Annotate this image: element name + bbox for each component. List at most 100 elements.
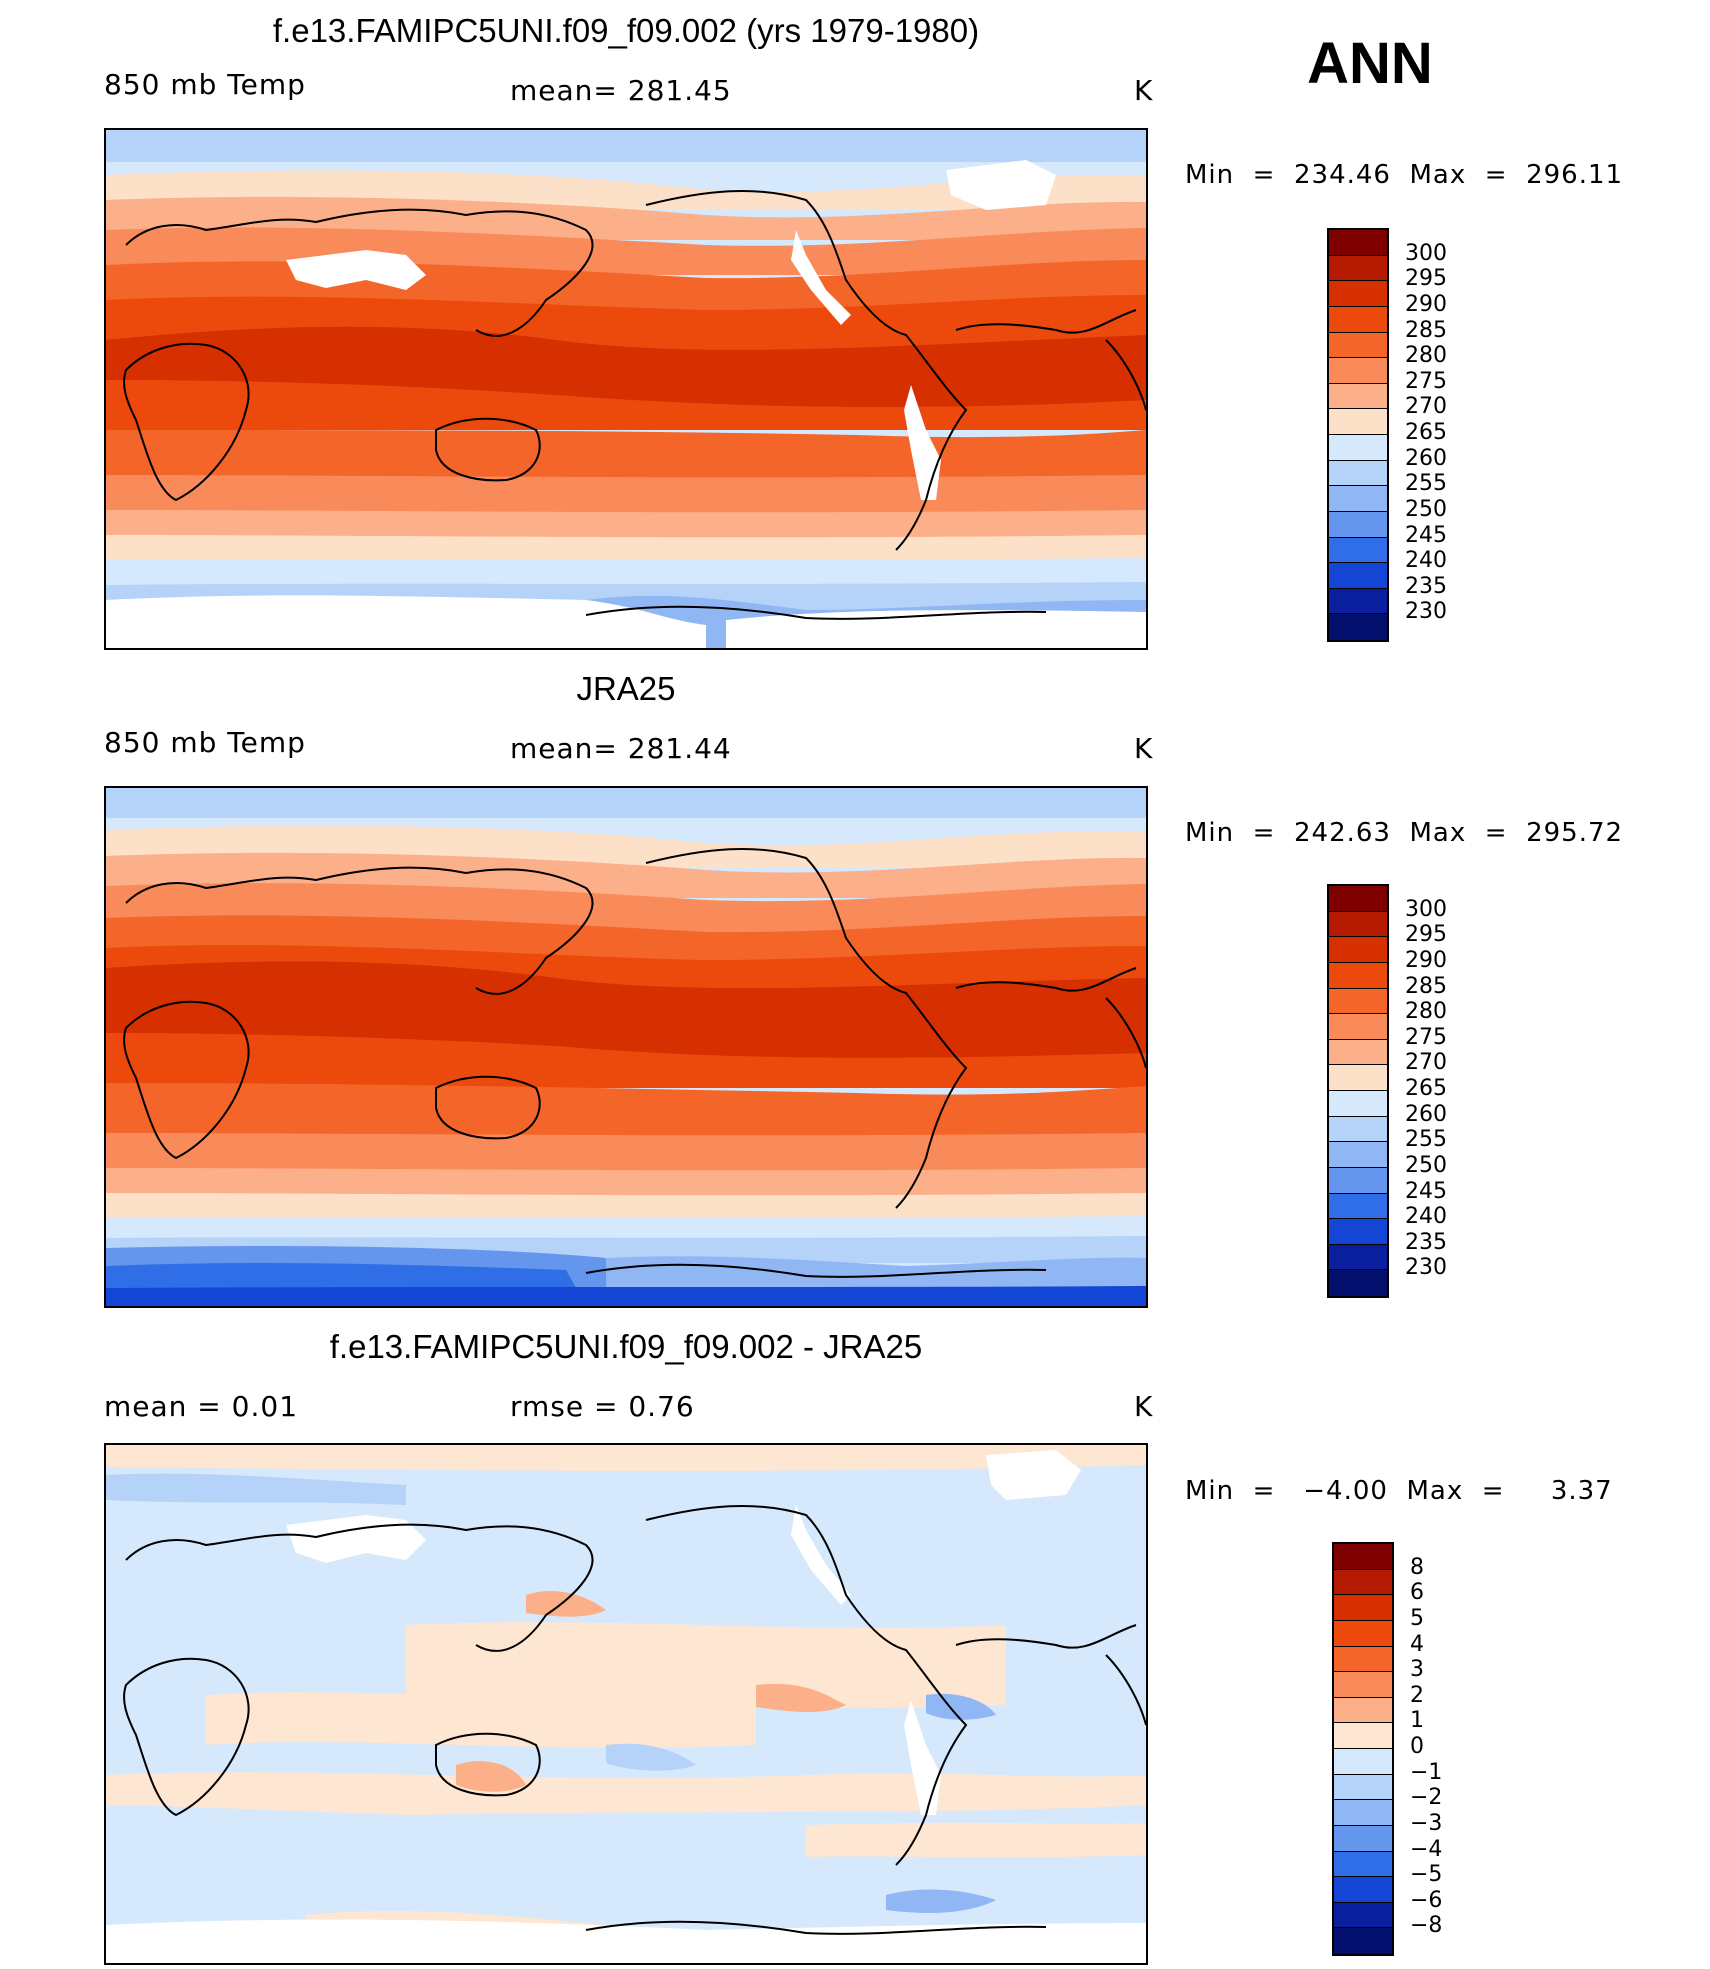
panel-rmse-diff: rmse = 0.76 (510, 1390, 695, 1423)
colorbar-tick-label: 300 (1405, 896, 1447, 922)
colorbar-tick-label: 260 (1405, 1101, 1447, 1127)
colorbar-box (1334, 1877, 1392, 1903)
colorbar-tick-label: 250 (1405, 1152, 1447, 1178)
colorbar-tick-label: 255 (1405, 471, 1447, 497)
colorbar-box (1329, 1219, 1387, 1245)
colorbar-box (1334, 1800, 1392, 1826)
panel-title-diff: f.e13.FAMIPC5UNI.f09_f09.002 - JRA25 (329, 1328, 923, 1365)
colorbar-box (1334, 1851, 1392, 1878)
colorbar-box (1329, 306, 1387, 333)
panel-title-obs: JRA25 (576, 670, 676, 707)
colorbar-tick-label: 4 (1410, 1631, 1424, 1657)
colorbar-tick-label: −1 (1410, 1759, 1443, 1785)
colorbar-box (1329, 886, 1387, 912)
colorbar-tick-label: −6 (1410, 1887, 1443, 1913)
colorbar-tick-label: 285 (1405, 317, 1447, 343)
colorbar-obs (1327, 884, 1389, 1298)
panel-minmax-obs: Min = 242.63 Max = 295.72 (1185, 818, 1624, 848)
colorbar-labels-model: 300 295 290 285 280 275 270 265 260 255 250 245 240 2… (1405, 228, 1485, 642)
colorbar-tick-label: −5 (1410, 1862, 1443, 1888)
colorbar-box (1334, 1569, 1392, 1596)
colorbar-box (1329, 911, 1387, 938)
colorbar-box (1329, 588, 1387, 615)
colorbar-box (1334, 1646, 1392, 1673)
panel-units-model: K (1134, 74, 1154, 107)
colorbar-box (1329, 1065, 1387, 1091)
colorbar-tick-label: 275 (1405, 1024, 1447, 1050)
colorbar-box (1334, 1672, 1392, 1698)
panel-left-label-obs: 850 mb Temp (104, 726, 306, 759)
map-obs (104, 786, 1148, 1308)
map-diff (104, 1443, 1148, 1965)
colorbar-tick-label: 270 (1405, 1050, 1447, 1076)
colorbar-box (1334, 1697, 1392, 1724)
panel-mean-model: mean= 281.45 (510, 74, 732, 107)
colorbar-tick-label: 295 (1405, 922, 1447, 948)
colorbar-tick-label: 230 (1405, 1255, 1447, 1281)
colorbar-tick-label: 2 (1410, 1682, 1424, 1708)
colorbar-tick-label: 290 (1405, 947, 1447, 973)
colorbar-tick-label: 245 (1405, 522, 1447, 548)
colorbar-box (1329, 1270, 1387, 1296)
colorbar-box (1334, 1620, 1392, 1647)
colorbar-box (1329, 383, 1387, 410)
colorbar-tick-label: 3 (1410, 1657, 1424, 1683)
colorbar-box (1329, 1193, 1387, 1220)
colorbar-box (1329, 409, 1387, 435)
colorbar-box (1329, 1091, 1387, 1117)
colorbar-tick-label: −3 (1410, 1810, 1443, 1836)
colorbar-tick-label: 230 (1405, 599, 1447, 625)
colorbar-tick-label: 280 (1405, 999, 1447, 1025)
colorbar-box (1329, 281, 1387, 307)
colorbar-tick-label: −4 (1410, 1836, 1443, 1862)
panel-units-diff: K (1134, 1390, 1154, 1423)
colorbar-box (1329, 537, 1387, 564)
colorbar-box (1334, 1544, 1392, 1570)
colorbar-box (1329, 486, 1387, 512)
colorbar-tick-label: 240 (1405, 1204, 1447, 1230)
colorbar-tick-label: 270 (1405, 394, 1447, 420)
colorbar-tick-label: 285 (1405, 973, 1447, 999)
panel-mean-obs: mean= 281.44 (510, 732, 732, 765)
colorbar-box (1329, 1014, 1387, 1040)
colorbar-box (1329, 1116, 1387, 1143)
colorbar-box (1334, 1902, 1392, 1929)
colorbar-box (1329, 460, 1387, 487)
colorbar-model (1327, 228, 1389, 642)
panel-units-obs: K (1134, 732, 1154, 765)
colorbar-tick-label: −2 (1410, 1785, 1443, 1811)
colorbar-tick-label: 300 (1405, 240, 1447, 266)
colorbar-box (1329, 332, 1387, 359)
colorbar-box (1329, 937, 1387, 963)
colorbar-labels-diff: 8 6 5 4 3 2 1 0 −1 −2 −3 −4 −5 −6 −8 (1410, 1542, 1490, 1956)
colorbar-labels-obs: 300 295 290 285 280 275 270 265 260 255 250 245 240 2… (1405, 884, 1485, 1298)
panel-minmax-diff: Min = −4.00 Max = 3.37 (1185, 1476, 1613, 1506)
colorbar-tick-label: 260 (1405, 445, 1447, 471)
colorbar-box (1329, 563, 1387, 589)
colorbar-tick-label: 235 (1405, 573, 1447, 599)
colorbar-tick-label: 245 (1405, 1178, 1447, 1204)
panel-minmax-model: Min = 234.46 Max = 296.11 (1185, 160, 1624, 190)
colorbar-box (1329, 988, 1387, 1015)
colorbar-box (1329, 614, 1387, 640)
colorbar-tick-label: 235 (1405, 1229, 1447, 1255)
colorbar-diff (1332, 1542, 1394, 1956)
colorbar-tick-label: 240 (1405, 548, 1447, 574)
panel-title-model: f.e13.FAMIPC5UNI.f09_f09.002 (yrs 1979-1… (272, 12, 980, 49)
colorbar-box (1334, 1774, 1392, 1801)
map-model (104, 128, 1148, 650)
colorbar-tick-label: 6 (1410, 1580, 1424, 1606)
colorbar-box (1329, 255, 1387, 282)
colorbar-box (1329, 962, 1387, 989)
colorbar-box (1329, 358, 1387, 384)
colorbar-box (1329, 1167, 1387, 1194)
colorbar-box (1334, 1928, 1392, 1954)
colorbar-tick-label: 280 (1405, 343, 1447, 369)
colorbar-box (1334, 1595, 1392, 1621)
colorbar-tick-label: 8 (1410, 1554, 1424, 1580)
panel-left-label-model: 850 mb Temp (104, 68, 306, 101)
colorbar-tick-label: 1 (1410, 1708, 1424, 1734)
colorbar-box (1329, 1244, 1387, 1271)
colorbar-tick-label: 250 (1405, 496, 1447, 522)
colorbar-tick-label: 295 (1405, 266, 1447, 292)
